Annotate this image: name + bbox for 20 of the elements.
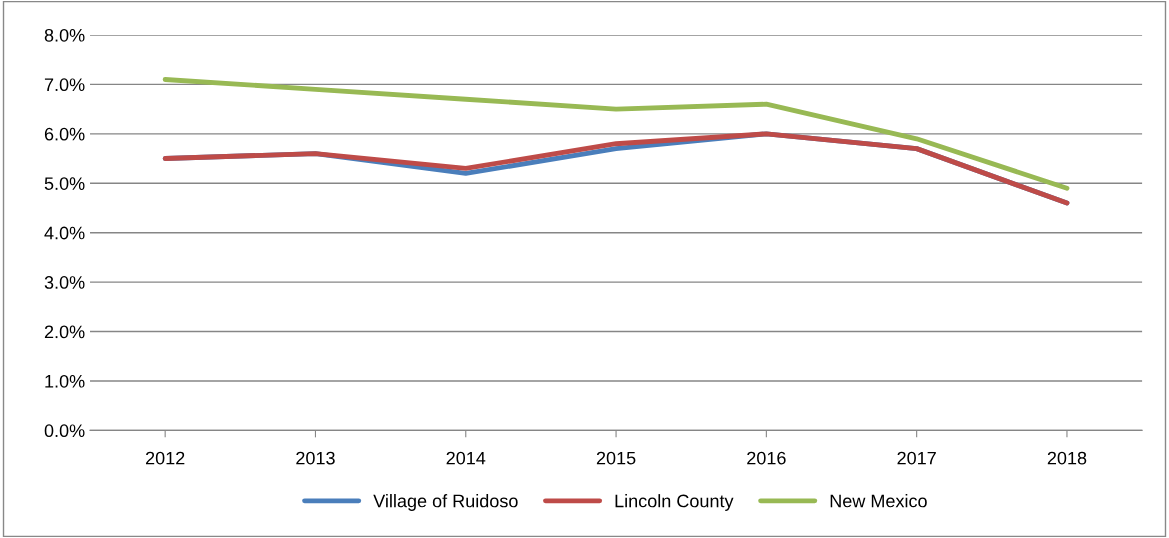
y-tick-label: 2.0% bbox=[44, 325, 85, 339]
x-tick-label: 2013 bbox=[296, 451, 335, 465]
legend-label: Village of Ruidoso bbox=[373, 494, 518, 511]
x-tick-label: 2018 bbox=[1047, 451, 1087, 465]
x-tick-label: 2016 bbox=[747, 451, 786, 465]
legend-label: Lincoln County bbox=[615, 494, 734, 511]
x-tick-label: 2017 bbox=[897, 451, 936, 465]
line-series bbox=[162, 77, 1070, 191]
y-tick-label: 8.0% bbox=[44, 28, 85, 42]
y-tick-label: 1.0% bbox=[45, 374, 85, 388]
y-tick-label: 3.0% bbox=[44, 276, 85, 289]
x-tick-label: 2012 bbox=[145, 451, 185, 465]
legend-label: New Mexico bbox=[830, 494, 927, 508]
y-tick-label: 7.0% bbox=[44, 78, 85, 92]
y-tick-label: 5.0% bbox=[44, 177, 85, 190]
x-tick-label: 2015 bbox=[596, 451, 636, 465]
y-tick-label: 0.0% bbox=[44, 424, 85, 438]
y-tick-label: 6.0% bbox=[44, 127, 85, 141]
x-tick-label: 2014 bbox=[446, 451, 486, 465]
y-tick-label: 4.0% bbox=[44, 226, 85, 240]
